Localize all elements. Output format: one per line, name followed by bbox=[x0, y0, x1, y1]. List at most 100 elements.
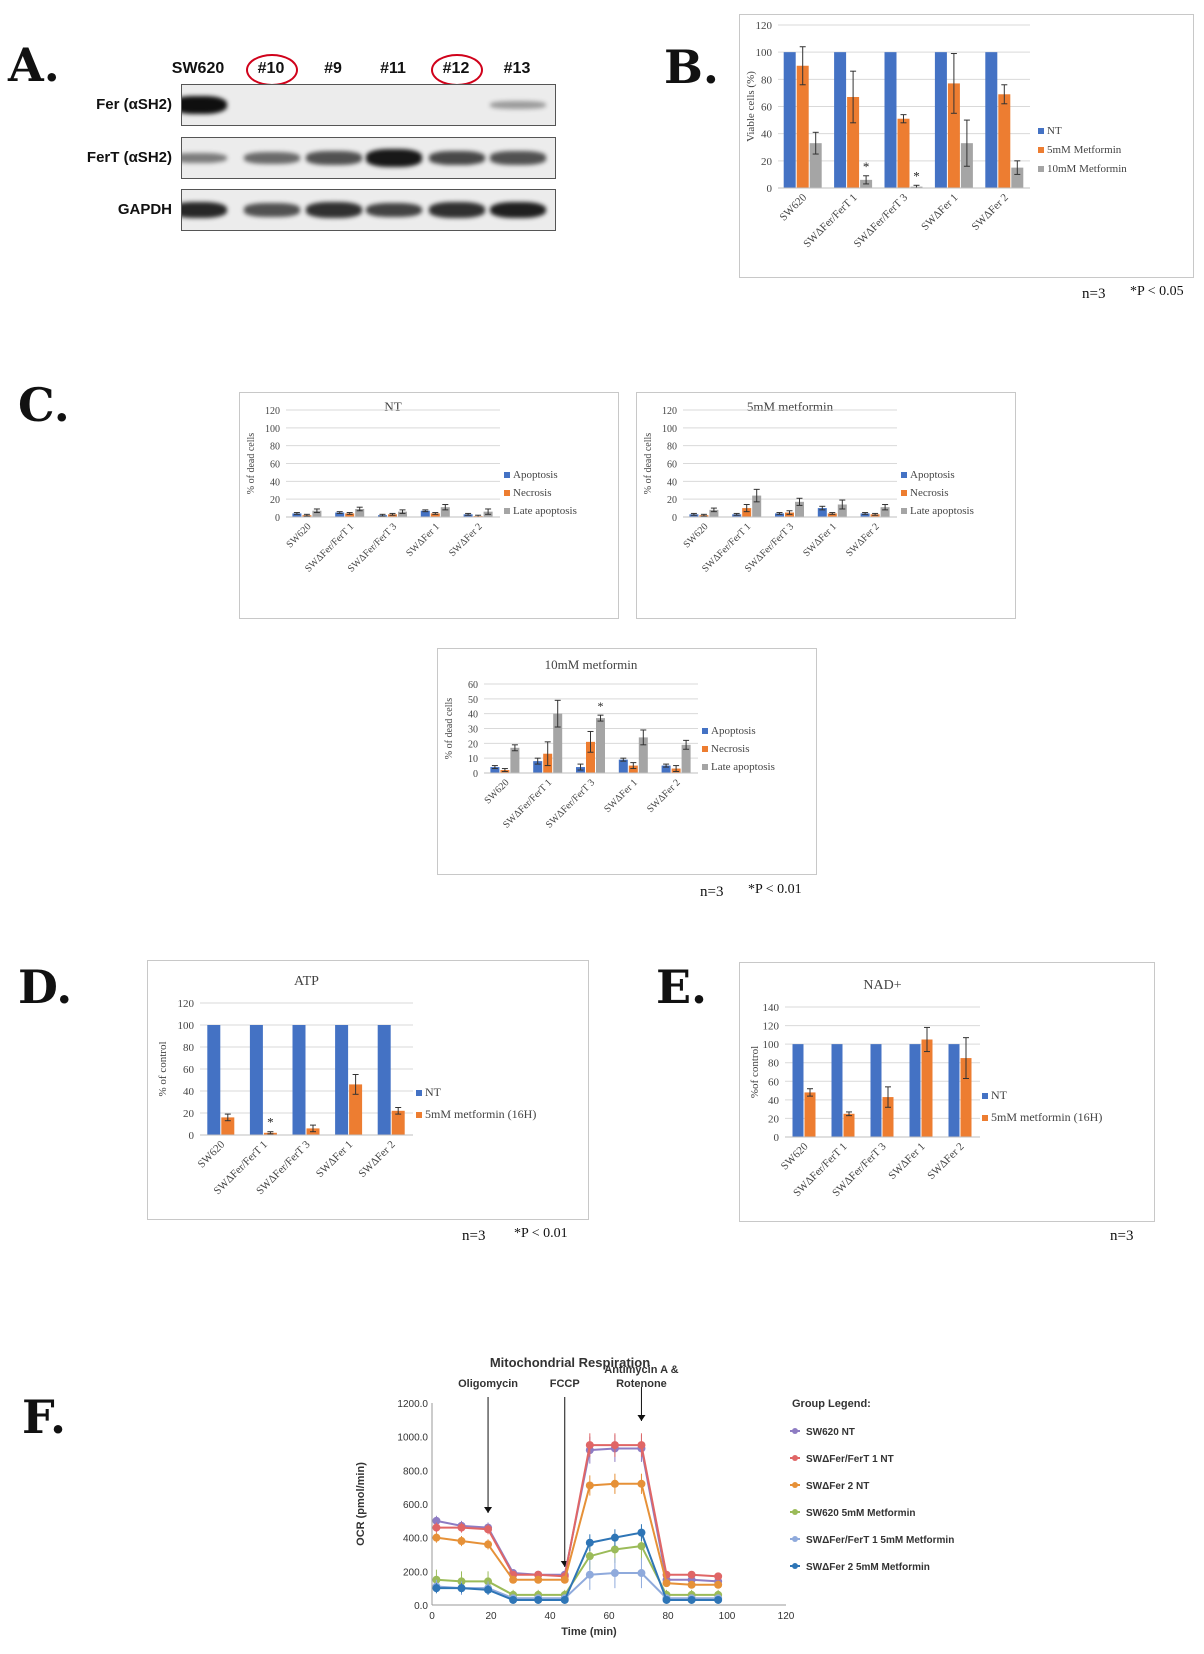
blot-lane-label: SW620 bbox=[171, 60, 225, 77]
data-point bbox=[610, 1479, 619, 1488]
x-category-label: SW620 bbox=[196, 1138, 228, 1170]
legend-swatch bbox=[1038, 147, 1044, 153]
bar bbox=[804, 1092, 816, 1137]
legend-marker bbox=[792, 1509, 798, 1515]
legend-swatch bbox=[416, 1112, 422, 1118]
bar bbox=[335, 512, 345, 517]
legend-label: 5mM metformin (16H) bbox=[425, 1107, 536, 1121]
legend-label: Apoptosis bbox=[910, 469, 955, 481]
bar bbox=[312, 510, 322, 517]
series-line bbox=[436, 1572, 719, 1600]
data-point bbox=[637, 1441, 646, 1450]
bar bbox=[752, 495, 762, 517]
legend-swatch bbox=[982, 1115, 988, 1121]
legend-label: Necrosis bbox=[910, 487, 949, 499]
y-tick-label: 80 bbox=[183, 1042, 195, 1054]
chart-svg-C2: 5mM metformin 0 20 40 60 80 100 120 % of dead ce… bbox=[643, 399, 974, 575]
blot-band bbox=[366, 149, 422, 167]
y-tick-label: 1200.0 bbox=[397, 1399, 428, 1410]
x-tick-label: 60 bbox=[603, 1611, 615, 1622]
y-tick-label: 0 bbox=[774, 1132, 780, 1144]
y-tick-label: 120 bbox=[662, 406, 677, 417]
bar bbox=[596, 718, 605, 773]
legend-label: Late apoptosis bbox=[711, 761, 775, 773]
arrow-head bbox=[637, 1415, 646, 1421]
bar bbox=[709, 509, 719, 517]
data-point bbox=[432, 1516, 441, 1525]
y-tick-label: 80 bbox=[761, 74, 773, 86]
bar bbox=[960, 1058, 972, 1137]
lane-circle-highlight bbox=[246, 54, 298, 86]
blot-band bbox=[366, 202, 422, 218]
blot-band bbox=[429, 151, 485, 165]
data-point bbox=[637, 1479, 646, 1488]
bar bbox=[837, 504, 847, 517]
legend-label: 5mM metformin (16H) bbox=[991, 1110, 1102, 1124]
y-tick-label: 30 bbox=[468, 725, 478, 736]
legend-swatch bbox=[504, 508, 510, 514]
x-category-label: SWΔFer 2 bbox=[356, 1139, 397, 1180]
bar bbox=[860, 513, 870, 517]
blot-lane-label: #13 bbox=[503, 60, 531, 77]
western-blot: SW620 #10 #9 #11 #12 #13 Fer (αSH2) FerT (αSH2)… bbox=[0, 0, 560, 240]
bar bbox=[681, 744, 691, 773]
bar bbox=[586, 741, 595, 773]
data-point bbox=[457, 1523, 466, 1532]
bar bbox=[742, 508, 752, 517]
data-point bbox=[534, 1595, 543, 1604]
bar bbox=[249, 1025, 263, 1135]
data-point bbox=[610, 1569, 619, 1578]
y-tick-label: 120 bbox=[178, 998, 195, 1010]
data-point bbox=[687, 1580, 696, 1589]
y-tick-label: 200.0 bbox=[403, 1567, 428, 1578]
legend-label: Necrosis bbox=[711, 743, 750, 755]
note-b-n: n=3 bbox=[1082, 286, 1106, 302]
legend-marker bbox=[792, 1563, 798, 1569]
x-category-label: SWΔFer 2 bbox=[925, 1141, 966, 1182]
data-point bbox=[585, 1570, 594, 1579]
y-tick-label: 40 bbox=[761, 129, 773, 141]
x-category-label: SW620 bbox=[778, 191, 810, 223]
chart-svg-E: NAD+ 0 20 40 60 80 100 120 140 %of control SW620 SW… bbox=[749, 978, 1102, 1199]
legend-label: Late apoptosis bbox=[513, 505, 577, 517]
chart-title: NT bbox=[384, 399, 401, 414]
bar bbox=[490, 767, 500, 773]
legend-label: NT bbox=[991, 1088, 1008, 1102]
y-axis-label: % of dead cells bbox=[246, 433, 257, 494]
blot-row-label: GAPDH bbox=[117, 201, 172, 218]
chart-c-nt: NT 0 20 40 60 80 100 120 % of dead cells SW620 SWΔ… bbox=[239, 392, 619, 619]
chart-title: NAD+ bbox=[863, 978, 901, 993]
data-point bbox=[687, 1570, 696, 1579]
data-point bbox=[484, 1525, 493, 1534]
data-point bbox=[637, 1528, 646, 1537]
chart-b-viable-cells: 0 20 40 60 80 100 120 Viable cells (%) SW620 SWΔF… bbox=[739, 14, 1194, 278]
legend-label: NT bbox=[1047, 125, 1062, 137]
bar bbox=[817, 508, 827, 517]
bar bbox=[880, 507, 890, 517]
blot-band bbox=[490, 151, 546, 165]
legend-label: 10mM Metformin bbox=[1047, 163, 1127, 175]
data-point bbox=[585, 1538, 594, 1547]
x-category-label: SWΔFer 1 bbox=[801, 521, 839, 559]
bar bbox=[985, 52, 998, 188]
legend-label: Apoptosis bbox=[513, 469, 558, 481]
y-tick-label: 60 bbox=[761, 102, 773, 114]
bar bbox=[292, 1025, 306, 1135]
bar bbox=[628, 765, 638, 773]
x-category-label: SW620 bbox=[483, 777, 512, 806]
x-category-label: SWΔFer/FerT 3 bbox=[852, 191, 911, 250]
note-e-n: n=3 bbox=[1110, 1228, 1134, 1244]
x-category-label: SWΔFer 2 bbox=[447, 521, 485, 559]
bar bbox=[638, 737, 648, 773]
panel-label-e: E. bbox=[656, 960, 708, 1014]
y-tick-label: 40 bbox=[270, 477, 280, 488]
data-point bbox=[484, 1585, 493, 1594]
blot-band bbox=[182, 96, 227, 114]
data-point bbox=[714, 1595, 723, 1604]
arrow-head bbox=[484, 1507, 493, 1513]
blot-band bbox=[244, 152, 300, 164]
legend-swatch bbox=[1038, 128, 1044, 134]
data-point bbox=[610, 1545, 619, 1554]
bar bbox=[795, 501, 804, 517]
y-tick-label: 60 bbox=[468, 680, 478, 691]
